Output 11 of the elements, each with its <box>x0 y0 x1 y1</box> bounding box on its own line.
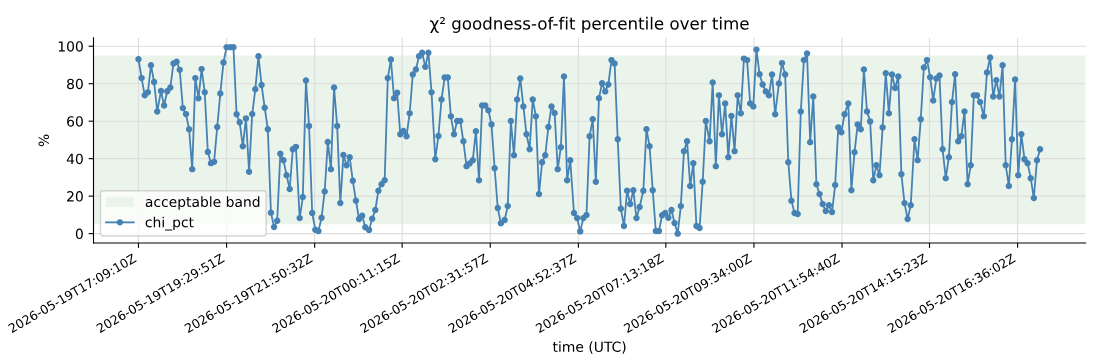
y-tick-label: 40 <box>66 153 83 165</box>
chart-title: χ² goodness-of-fit percentile over time <box>430 16 749 33</box>
y-tick-label: 80 <box>67 78 83 90</box>
y-tick-label: 0 <box>75 228 83 240</box>
band-label: acceptable band <box>145 196 260 210</box>
y-tick-label: 60 <box>67 116 83 127</box>
y-tick-label: 20 <box>67 191 83 202</box>
x-axis-title: time (UTC) <box>552 341 626 354</box>
legend-label: chi_pct <box>145 216 194 231</box>
y-axis-title: % <box>38 134 50 147</box>
y-tick-label: 100 <box>58 41 83 52</box>
